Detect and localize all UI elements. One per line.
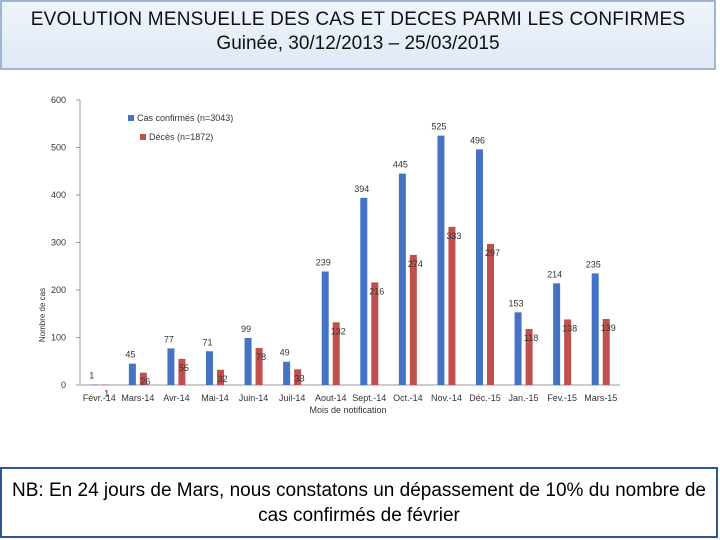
x-tick-label: Sept.-14 bbox=[352, 393, 386, 403]
bar-deaths bbox=[101, 384, 109, 385]
x-tick-label: Nov.-14 bbox=[431, 393, 462, 403]
data-label-cases: 235 bbox=[586, 259, 601, 269]
data-label-cases: 71 bbox=[202, 337, 212, 347]
bar-cases bbox=[514, 312, 522, 385]
y-tick-label: 100 bbox=[51, 333, 66, 343]
bar-cases bbox=[553, 283, 561, 385]
bar-cases bbox=[437, 135, 445, 385]
legend-swatch-deaths bbox=[140, 134, 146, 140]
bar-cases bbox=[398, 173, 406, 385]
data-label-cases: 239 bbox=[316, 257, 331, 267]
data-label-deaths: 333 bbox=[446, 231, 461, 241]
bar-deaths bbox=[564, 319, 572, 385]
x-tick-label: Avr-14 bbox=[163, 393, 189, 403]
bar-cases bbox=[244, 337, 252, 385]
x-tick-label: Déc.-15 bbox=[469, 393, 501, 403]
y-tick-label: 0 bbox=[61, 380, 66, 390]
data-label-cases: 525 bbox=[431, 122, 446, 132]
data-label-cases: 445 bbox=[393, 160, 408, 170]
x-tick-label: Mars-14 bbox=[121, 393, 154, 403]
data-label-deaths: 132 bbox=[331, 326, 346, 336]
data-label-deaths: 78 bbox=[256, 352, 266, 362]
bar-cases bbox=[360, 197, 368, 385]
data-label-deaths: 55 bbox=[179, 363, 189, 373]
bar-deaths bbox=[139, 372, 147, 385]
x-tick-label: Mai-14 bbox=[201, 393, 229, 403]
data-label-cases: 153 bbox=[509, 298, 524, 308]
data-label-cases: 99 bbox=[241, 324, 251, 334]
bar-cases bbox=[167, 348, 175, 385]
x-tick-label: Févr.-14 bbox=[83, 393, 116, 403]
bar-deaths bbox=[178, 358, 186, 385]
data-label-deaths: 216 bbox=[369, 286, 384, 296]
bar-cases bbox=[591, 273, 599, 385]
x-tick-label: Oct.-14 bbox=[393, 393, 423, 403]
bar-deaths bbox=[217, 369, 224, 385]
bar-deaths bbox=[371, 282, 379, 385]
data-label-cases: 496 bbox=[470, 135, 485, 145]
data-label-deaths: 118 bbox=[524, 333, 538, 343]
data-label-deaths: 26 bbox=[140, 377, 150, 387]
y-axis-label: Nombre de cas bbox=[38, 288, 47, 342]
x-tick-label: Jan.-15 bbox=[509, 393, 539, 403]
y-tick-label: 300 bbox=[51, 238, 66, 248]
bar-cases bbox=[128, 363, 136, 385]
bar-deaths bbox=[332, 322, 340, 385]
data-label-deaths: 33 bbox=[295, 373, 305, 383]
page-title: EVOLUTION MENSUELLE DES CAS ET DECES PAR… bbox=[30, 9, 686, 30]
data-label-cases: 77 bbox=[164, 334, 174, 344]
bar-deaths bbox=[294, 369, 302, 385]
data-label-deaths: 1 bbox=[104, 389, 109, 399]
bar-chart: Nombre de cas Mois de notification 0 100 2… bbox=[38, 95, 620, 415]
x-axis-label: Mois de notification bbox=[309, 405, 386, 415]
x-tick-label: Aout-14 bbox=[315, 393, 347, 403]
bar-cases bbox=[206, 351, 213, 385]
bar-deaths bbox=[409, 254, 417, 385]
bar-deaths bbox=[525, 328, 533, 385]
title-banner: EVOLUTION MENSUELLE DES CAS ET DECES PAR… bbox=[0, 0, 716, 70]
data-label-cases: 214 bbox=[547, 269, 562, 279]
data-label-cases: 49 bbox=[280, 348, 290, 358]
y-tick-label: 600 bbox=[51, 95, 66, 105]
data-label-deaths: 139 bbox=[601, 323, 616, 333]
legend-swatch-cases bbox=[128, 115, 134, 121]
data-label-cases: 45 bbox=[125, 350, 135, 360]
x-tick-label: Juil-14 bbox=[279, 393, 306, 403]
bar-deaths bbox=[602, 318, 610, 385]
data-label-cases: 394 bbox=[354, 184, 369, 194]
bar-deaths bbox=[255, 347, 263, 385]
page-subtitle: Guinée, 30/12/2013 – 25/03/2015 bbox=[216, 33, 500, 54]
bar-cases bbox=[90, 384, 98, 385]
bar-cases bbox=[283, 361, 291, 385]
x-tick-label: Fev.-15 bbox=[547, 393, 577, 403]
data-label-deaths: 32 bbox=[217, 374, 227, 384]
bar-cases bbox=[321, 271, 329, 385]
data-label-cases: 1 bbox=[89, 371, 94, 381]
y-tick-label: 500 bbox=[51, 143, 66, 153]
bar-deaths bbox=[487, 243, 494, 385]
y-tick-label: 200 bbox=[51, 285, 66, 295]
y-tick-label: 400 bbox=[51, 190, 66, 200]
data-label-deaths: 274 bbox=[408, 259, 423, 269]
x-tick-label: Mars-15 bbox=[584, 393, 617, 403]
x-tick-label: Juin-14 bbox=[239, 393, 269, 403]
bar-deaths bbox=[448, 226, 456, 385]
data-label-deaths: 138 bbox=[562, 323, 577, 333]
legend-label-cases: Cas confirmés (n=3043) bbox=[137, 113, 233, 123]
data-label-deaths: 297 bbox=[485, 248, 500, 258]
bar-cases bbox=[476, 149, 483, 385]
legend-label-deaths: Décès (n=1872) bbox=[149, 132, 213, 142]
footnote-box: NB: En 24 jours de Mars, nous constatons… bbox=[0, 467, 718, 538]
